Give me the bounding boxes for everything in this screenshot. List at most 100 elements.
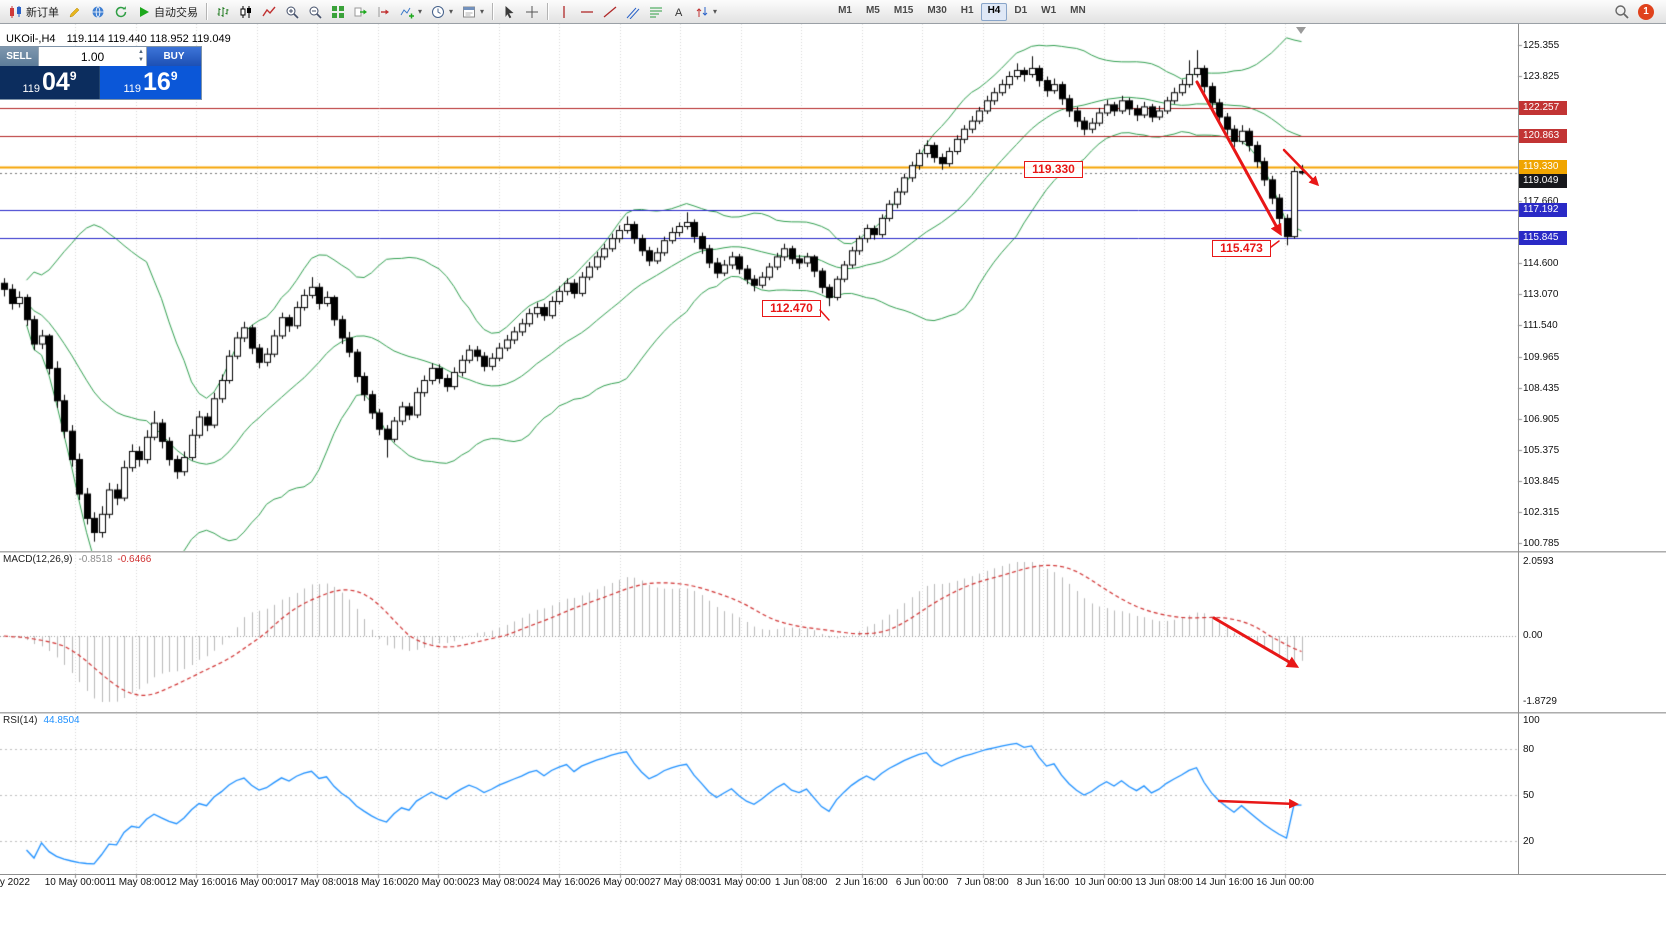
bid-price-sup: 9 — [69, 69, 77, 83]
volume-up-icon[interactable]: ▲ — [138, 49, 144, 55]
volume-stepper[interactable]: ▲ ▼ — [138, 48, 144, 64]
toolbar-separator — [547, 3, 549, 20]
text-label-button[interactable]: A — [667, 2, 690, 22]
bid-price-tile[interactable]: 119 04 9 — [0, 66, 100, 99]
market-button[interactable] — [86, 2, 109, 22]
time-axis-label: 24 May 16:00 — [528, 877, 590, 888]
price-scale-label: 113.070 — [1523, 288, 1559, 300]
timeframe-mn[interactable]: MN — [1070, 4, 1086, 16]
timeframe-m5[interactable]: M5 — [865, 4, 880, 16]
crosshair-icon — [524, 4, 539, 19]
ask-price-small: 119 — [123, 83, 142, 95]
auto-scroll-button[interactable] — [349, 2, 372, 22]
volume-input[interactable]: 1.00 ▲ ▼ — [38, 47, 147, 66]
rsi-scale-label: 50 — [1523, 790, 1535, 801]
timeframe-m15[interactable]: M15 — [893, 4, 914, 16]
chevron-down-icon: ▾ — [418, 7, 423, 16]
arrow-objects-button[interactable]: ▾ — [690, 2, 721, 22]
candle-chart-button[interactable] — [234, 2, 257, 22]
macd-panel-separator[interactable] — [0, 551, 1666, 553]
rsi-label: RSI(14) — [3, 715, 38, 726]
buy-button[interactable]: BUY — [147, 47, 201, 66]
bar-chart-button[interactable] — [211, 2, 234, 22]
macd-label: MACD(12,26,9) — [3, 554, 73, 565]
time-axis-label: 26 May 00:00 — [589, 877, 650, 888]
play-icon — [136, 4, 151, 19]
rsi-value: 44.8504 — [43, 715, 80, 726]
price-scale-border — [1518, 24, 1519, 875]
timeframe-m30[interactable]: M30 — [927, 4, 947, 16]
tile-windows-button[interactable] — [326, 2, 349, 22]
price-scale-label: 111.540 — [1523, 320, 1558, 331]
line-chart-button[interactable] — [257, 2, 280, 22]
timeframe-h4[interactable]: H4 — [980, 2, 1008, 21]
new-order-button[interactable]: 新订单 — [4, 2, 63, 22]
channel-button[interactable] — [621, 2, 644, 22]
zoom-in-button[interactable] — [280, 2, 303, 22]
bid-price-small: 119 — [22, 83, 41, 95]
timeframe-h1[interactable]: H1 — [960, 4, 974, 16]
trendline-button[interactable] — [598, 2, 621, 22]
fibonacci-button[interactable] — [644, 2, 667, 22]
metaeditor-icon — [67, 4, 82, 19]
chart-shift-marker[interactable] — [1296, 27, 1306, 34]
time-axis-label: 31 May 00:00 — [710, 877, 771, 888]
periods-button[interactable]: ▾ — [426, 2, 457, 22]
price-scale-label: 102.315 — [1523, 506, 1560, 518]
zoomin-icon — [284, 4, 299, 19]
time-axis-line — [0, 874, 1666, 875]
time-axis-label: 2 Jun 16:00 — [835, 877, 888, 888]
ask-price-sup: 9 — [170, 69, 178, 83]
timeframe-toolbar: M1 M5 M15 M30 H1 H4 D1 W1 MN — [831, 2, 1093, 21]
templates-button[interactable]: ▾ — [457, 2, 488, 22]
sell-button[interactable]: SELL — [0, 47, 38, 66]
symbol-ohlc-quotes: 119.114 119.440 118.952 119.049 — [66, 33, 231, 45]
templates-icon — [461, 4, 476, 19]
metaeditor-button[interactable] — [63, 2, 86, 22]
bars-icon — [215, 4, 230, 19]
timeframe-m1[interactable]: M1 — [838, 4, 852, 16]
time-axis-label: 10 Jun 00:00 — [1074, 877, 1133, 888]
new-order-button-label: 新订单 — [26, 6, 59, 19]
chevron-down-icon: ▾ — [480, 7, 485, 16]
time-axis-label: 12 May 16:00 — [165, 877, 227, 888]
autotrading-button[interactable]: 自动交易 — [132, 2, 202, 22]
time-axis-label: 14 Jun 16:00 — [1195, 877, 1254, 888]
rsi-scale-label: 100 — [1523, 715, 1540, 726]
text-icon: A — [671, 4, 686, 19]
macd-scale-label: -1.8729 — [1523, 696, 1557, 707]
cursor-button[interactable] — [497, 2, 520, 22]
time-axis-label: 16 Jun 00:00 — [1256, 877, 1314, 888]
price-tag: 115.845 — [1519, 230, 1567, 245]
refresh-button[interactable] — [109, 2, 132, 22]
timeframe-d1[interactable]: D1 — [1014, 4, 1028, 16]
time-axis-label: 18 May 16:00 — [347, 877, 408, 888]
symbol-name: UKOil-,H4 — [6, 33, 56, 45]
svg-text:A: A — [675, 7, 683, 19]
time-axis-label: May 2022 — [0, 877, 30, 888]
zoom-out-button[interactable] — [303, 2, 326, 22]
periods-icon — [430, 4, 445, 19]
price-tag: 119.049 — [1519, 173, 1567, 188]
horizontal-line-button[interactable] — [575, 2, 598, 22]
notification-badge[interactable]: 1 — [1638, 3, 1654, 20]
globe-icon — [90, 4, 105, 19]
price-label-112470[interactable]: 112.470 — [762, 300, 821, 317]
price-tag: 122.257 — [1519, 100, 1567, 115]
rsi-panel-separator[interactable] — [0, 712, 1666, 714]
timeframe-w1[interactable]: W1 — [1041, 4, 1057, 16]
rsi-header: RSI(14) 44.8504 — [3, 715, 80, 726]
symbol-info-line: UKOil-,H4 119.114 119.440 118.952 119.04… — [6, 33, 231, 45]
price-label-119330[interactable]: 119.330 — [1024, 161, 1083, 178]
crosshair-button[interactable] — [520, 2, 543, 22]
search-icon[interactable] — [1614, 4, 1629, 19]
macd-signal-value: -0.6466 — [117, 554, 152, 565]
ask-price-tile[interactable]: 119 16 9 — [100, 66, 201, 99]
chart-shift-button[interactable] — [372, 2, 395, 22]
volume-down-icon[interactable]: ▼ — [138, 57, 144, 63]
vertical-line-button[interactable] — [552, 2, 575, 22]
indicators-button[interactable]: ▾ — [395, 2, 426, 22]
time-axis-label: 16 May 00:00 — [226, 877, 287, 888]
price-label-115473[interactable]: 115.473 — [1212, 240, 1271, 257]
